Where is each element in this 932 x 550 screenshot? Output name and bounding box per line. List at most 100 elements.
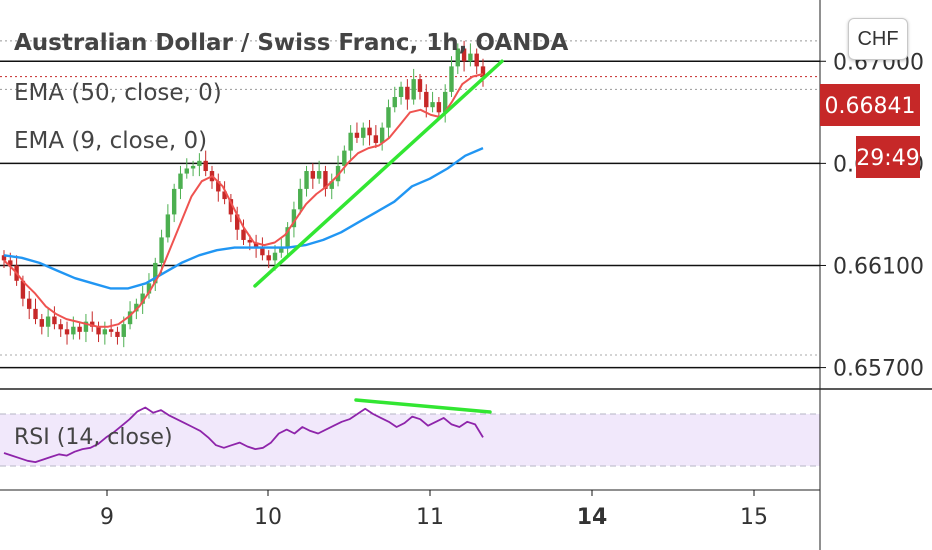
candle-body <box>474 53 479 67</box>
candle-body <box>64 329 70 335</box>
candle-body <box>159 237 164 263</box>
candle-body <box>436 102 442 113</box>
price-axis-label: 0.66100 <box>833 254 924 279</box>
candle-body <box>228 199 234 215</box>
candle-body <box>461 48 467 62</box>
ema-lines <box>3 73 484 328</box>
candle-body <box>411 79 416 100</box>
candle-body <box>424 91 429 108</box>
ema50-legend: EMA (50, close, 0) <box>14 80 222 106</box>
candle-body <box>77 326 82 332</box>
time-axis-label: 15 <box>740 505 768 530</box>
candle-body <box>83 321 89 332</box>
candle-body <box>279 247 284 253</box>
candle-body <box>304 171 309 189</box>
candle-body <box>8 260 13 266</box>
rsi-band <box>0 414 820 466</box>
price-axis-label: 0.65700 <box>833 357 924 382</box>
candle-body <box>45 316 51 327</box>
candle-body <box>241 229 246 240</box>
candle-body <box>430 102 435 108</box>
candle-body <box>379 127 385 143</box>
candle-body <box>329 181 334 189</box>
last-price-badge <box>820 84 920 126</box>
rsi-legend: RSI (14, close) <box>14 425 173 450</box>
candle-body <box>71 326 76 335</box>
candle-body <box>171 188 177 215</box>
candle-body <box>348 132 353 151</box>
candle-body <box>455 48 460 67</box>
candle-body <box>52 316 57 325</box>
candle-body <box>184 168 189 174</box>
candle-body <box>165 214 171 238</box>
candle-body <box>316 171 322 179</box>
candles <box>1 40 486 348</box>
rsi-trendline <box>354 398 492 414</box>
time-axis-label: 14 <box>577 505 608 530</box>
candle-body <box>115 331 120 337</box>
currency-button[interactable]: CHF <box>848 18 908 60</box>
candle-body <box>96 326 101 335</box>
candle-body <box>392 97 397 108</box>
candle-body <box>90 321 95 327</box>
candle-body <box>449 66 454 92</box>
time-axis-labels: 9 10 11 14 15 <box>100 490 768 530</box>
candle-body <box>260 247 265 256</box>
candle-body <box>386 107 391 128</box>
candle-body <box>468 53 473 62</box>
candle-body <box>190 165 196 169</box>
timer-badge <box>856 136 920 178</box>
candle-body <box>323 171 328 189</box>
time-axis-label: 10 <box>254 505 282 530</box>
rsi-series-line <box>3 406 484 463</box>
ema9-legend: EMA (9, close, 0) <box>14 128 208 154</box>
candle-body <box>33 308 38 320</box>
candle-body <box>373 135 379 143</box>
candle-body <box>405 86 410 100</box>
candle-body <box>291 209 297 228</box>
candle-body <box>367 127 372 136</box>
candle-body <box>272 252 278 261</box>
candle-body <box>342 150 347 166</box>
candle-body <box>442 91 448 113</box>
candle-body <box>134 303 139 312</box>
price-badges: 0.66841 29:49 <box>820 84 920 178</box>
price-trendline <box>253 59 504 288</box>
candle-body <box>203 160 208 172</box>
timer-text: 29:49 <box>856 146 919 171</box>
candle-body <box>197 160 202 166</box>
candle-body <box>310 171 316 179</box>
candle-body <box>417 79 423 92</box>
candle-body <box>102 329 108 335</box>
horizontal-levels <box>0 40 820 369</box>
candle-body <box>20 280 26 299</box>
candle-body <box>216 181 221 192</box>
last-price-text: 0.66841 <box>825 94 916 119</box>
candle-body <box>285 227 290 248</box>
candle-body <box>178 173 183 189</box>
time-axis-label: 9 <box>100 505 114 530</box>
ema9-line <box>3 73 484 328</box>
candle-body <box>266 255 271 261</box>
candle-body <box>121 324 126 337</box>
candle-body <box>108 329 114 332</box>
candle-body <box>234 214 240 230</box>
candle-body <box>354 132 360 138</box>
chart-title: Australian Dollar / Swiss Franc, 1h, OAN… <box>14 30 569 56</box>
candle-body <box>127 311 133 325</box>
rsi-line <box>3 406 484 463</box>
candle-body <box>39 319 45 327</box>
candle-body <box>247 239 253 243</box>
candle-body <box>361 127 366 138</box>
candle-body <box>253 242 259 248</box>
candle-body <box>1 255 7 261</box>
candle-body <box>140 293 145 304</box>
candle-body <box>398 86 404 97</box>
time-axis-label: 11 <box>416 505 444 530</box>
ema50-line <box>3 146 484 290</box>
candle-body <box>58 324 63 330</box>
candle-body <box>27 298 32 309</box>
candle-body <box>146 283 152 294</box>
